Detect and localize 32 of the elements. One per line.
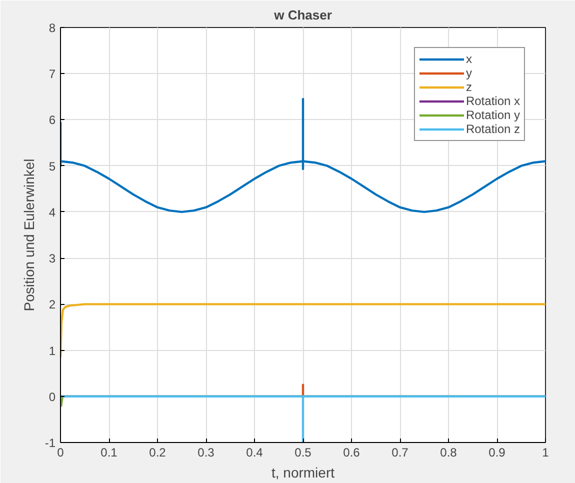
y-tick-label: -1 <box>44 436 56 450</box>
legend-label: x <box>466 52 473 66</box>
legend-label: z <box>466 80 473 94</box>
x-axis-title: t, normiert <box>271 464 335 480</box>
y-axis-title: Position und Eulerwinkel <box>20 158 37 312</box>
chart-title: w Chaser <box>273 8 332 22</box>
x-tick-label: 0.1 <box>100 446 118 460</box>
legend-label: Rotation y <box>466 108 520 122</box>
y-tick-label: 8 <box>48 21 56 35</box>
legend-label: Rotation z <box>466 122 520 136</box>
x-tick-label: 0.8 <box>440 446 458 460</box>
y-tick-label: 5 <box>48 159 56 174</box>
x-tick-label: 0.5 <box>294 446 312 460</box>
x-tick-label: 1 <box>542 446 550 460</box>
y-tick-label: 1 <box>48 344 56 358</box>
x-tick-label: 0.6 <box>343 446 360 460</box>
y-tick-label: 2 <box>48 298 56 312</box>
line-series <box>60 98 546 214</box>
x-tick-label: 0.7 <box>392 446 409 460</box>
line-series <box>60 303 546 358</box>
y-tick-label: 7 <box>48 67 56 82</box>
x-tick-label: 0.4 <box>246 446 264 460</box>
y-tick-label: 3 <box>48 252 56 266</box>
x-tick-label: 0.9 <box>488 446 506 460</box>
x-tick-label: 0.2 <box>149 446 166 460</box>
y-tick-label: 0 <box>48 390 56 404</box>
x-tick-label: 0 <box>57 446 64 460</box>
legend-label: y <box>466 66 473 80</box>
legend-label: Rotation x <box>466 94 520 108</box>
x-tick-label: 0.3 <box>198 446 215 460</box>
y-tick-label: 4 <box>48 205 56 220</box>
y-tick-label: 6 <box>48 113 56 128</box>
